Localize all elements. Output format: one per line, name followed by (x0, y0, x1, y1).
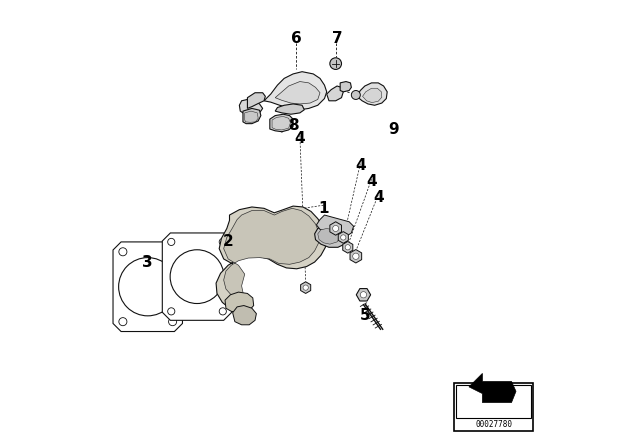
Text: 6: 6 (291, 30, 301, 46)
Polygon shape (315, 226, 348, 247)
Text: 00027780: 00027780 (475, 420, 512, 429)
Polygon shape (225, 292, 253, 313)
Circle shape (353, 253, 359, 259)
Text: 1: 1 (318, 201, 329, 216)
Text: 8: 8 (288, 118, 298, 133)
Circle shape (340, 235, 346, 240)
Polygon shape (340, 82, 351, 92)
Circle shape (168, 308, 175, 315)
Circle shape (119, 248, 127, 256)
Circle shape (360, 292, 367, 298)
Polygon shape (356, 289, 371, 301)
Polygon shape (113, 242, 182, 332)
Polygon shape (264, 72, 327, 110)
Text: 5: 5 (360, 308, 370, 323)
Polygon shape (275, 82, 320, 104)
Polygon shape (239, 99, 262, 116)
Circle shape (168, 318, 177, 326)
Text: 4: 4 (366, 174, 377, 189)
Polygon shape (243, 108, 261, 124)
Circle shape (303, 285, 308, 290)
Bar (456, 385, 531, 418)
Polygon shape (469, 374, 516, 403)
Polygon shape (362, 88, 382, 103)
Text: 9: 9 (388, 122, 399, 138)
Circle shape (351, 90, 360, 99)
Circle shape (345, 245, 350, 250)
Polygon shape (356, 83, 387, 105)
Circle shape (118, 258, 177, 316)
Polygon shape (316, 215, 353, 237)
Polygon shape (330, 222, 342, 235)
Polygon shape (248, 93, 266, 108)
Polygon shape (327, 86, 343, 101)
Polygon shape (163, 233, 232, 320)
Text: 3: 3 (142, 254, 153, 270)
Circle shape (119, 318, 127, 326)
Circle shape (219, 238, 227, 246)
Polygon shape (275, 104, 305, 114)
Polygon shape (216, 206, 326, 310)
Polygon shape (339, 232, 348, 243)
Circle shape (170, 250, 224, 304)
Text: 4: 4 (355, 158, 365, 173)
Text: 4: 4 (294, 131, 305, 146)
Circle shape (219, 308, 227, 315)
Polygon shape (270, 114, 293, 132)
Circle shape (333, 225, 339, 232)
Polygon shape (343, 241, 353, 253)
Circle shape (168, 248, 177, 256)
Bar (454, 383, 532, 431)
Polygon shape (317, 228, 340, 244)
Text: 4: 4 (373, 190, 383, 205)
Polygon shape (233, 306, 257, 325)
Polygon shape (301, 282, 310, 293)
Polygon shape (224, 208, 319, 301)
Circle shape (168, 238, 175, 246)
Polygon shape (350, 250, 362, 263)
Text: 2: 2 (223, 234, 234, 250)
Text: 7: 7 (332, 30, 342, 46)
Circle shape (330, 58, 342, 69)
